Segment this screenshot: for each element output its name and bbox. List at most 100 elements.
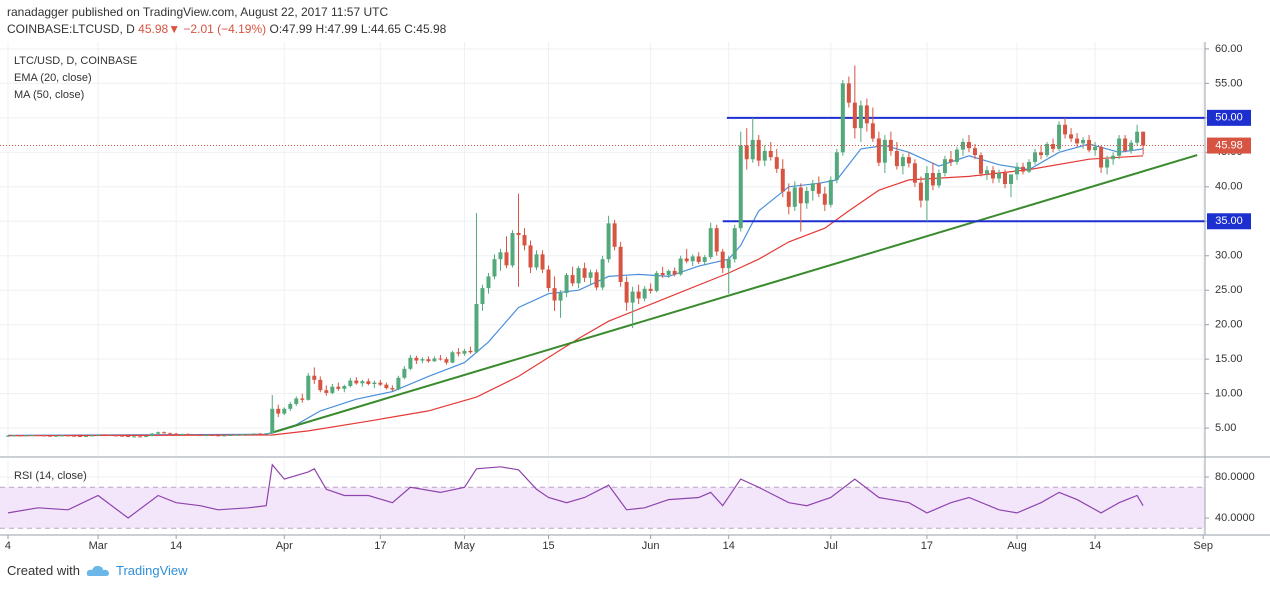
candle-body bbox=[306, 375, 311, 400]
candle-body bbox=[498, 252, 503, 260]
candle-body bbox=[84, 436, 89, 438]
candle-body bbox=[672, 270, 677, 275]
y-tick-label: 60.00 bbox=[1215, 43, 1243, 55]
candle-body bbox=[924, 173, 929, 201]
header: ranadagger published on TradingView.com,… bbox=[7, 4, 446, 38]
x-tick-label: 17 bbox=[374, 540, 386, 552]
candle-body bbox=[522, 235, 527, 246]
author-line: ranadagger published on TradingView.com,… bbox=[7, 5, 389, 19]
candle-body bbox=[180, 433, 185, 435]
x-tick-label: 17 bbox=[921, 540, 933, 552]
candle-body bbox=[888, 139, 893, 151]
brand[interactable]: TradingView bbox=[115, 563, 188, 578]
candle-body bbox=[66, 435, 71, 437]
x-tick-label: Aug bbox=[1007, 540, 1027, 552]
candle-body bbox=[372, 382, 377, 384]
candle-body bbox=[1111, 155, 1116, 160]
candle-body bbox=[48, 435, 53, 437]
candle-body bbox=[516, 232, 521, 236]
candle-body bbox=[270, 408, 275, 434]
logo bbox=[86, 565, 109, 576]
candle-body bbox=[948, 159, 953, 162]
candle-body bbox=[1129, 142, 1134, 151]
symbol-line: COINBASE:LTCUSD, D 45.98▼ −2.01 (−4.19%)… bbox=[7, 21, 446, 38]
candle-body bbox=[792, 187, 797, 207]
candle-body bbox=[1099, 146, 1104, 168]
candle-body bbox=[744, 145, 749, 160]
x-tick-label: Jul bbox=[824, 540, 838, 552]
level-label-box bbox=[1207, 109, 1251, 126]
candle-body bbox=[1063, 124, 1068, 135]
candle-body bbox=[606, 223, 611, 260]
candle-body bbox=[36, 435, 41, 437]
candle-body bbox=[234, 434, 239, 436]
candle-body bbox=[612, 223, 617, 247]
candle-body bbox=[594, 272, 599, 288]
x-tick-label: 14 bbox=[1089, 540, 1101, 552]
candle-body bbox=[798, 187, 803, 204]
candle-body bbox=[318, 379, 323, 391]
candle-body bbox=[216, 435, 221, 437]
candle-body bbox=[420, 359, 425, 361]
candle-body bbox=[126, 436, 131, 438]
candle-body bbox=[30, 435, 35, 437]
candle-body bbox=[258, 433, 263, 435]
candle-body bbox=[336, 386, 341, 389]
candle-body bbox=[1033, 152, 1038, 162]
candle-body bbox=[540, 254, 545, 270]
candle-body bbox=[150, 433, 155, 437]
candle-body bbox=[54, 435, 59, 437]
candle-body bbox=[240, 434, 245, 436]
x-tick-label: 15 bbox=[542, 540, 554, 552]
candle-body bbox=[876, 138, 881, 163]
candle-body bbox=[414, 357, 419, 361]
candle-body bbox=[966, 141, 971, 149]
candle-body bbox=[204, 435, 209, 437]
candle-body bbox=[1009, 174, 1014, 185]
change: −2.01 (−4.19%) bbox=[183, 22, 267, 36]
candle-body bbox=[156, 432, 161, 434]
candle-body bbox=[294, 398, 299, 404]
candle-body bbox=[18, 435, 23, 437]
candle-body bbox=[300, 398, 305, 400]
candle-body bbox=[972, 148, 977, 156]
candle-body bbox=[276, 408, 281, 414]
candle-body bbox=[210, 435, 215, 437]
candle-body bbox=[786, 191, 791, 207]
candle-body bbox=[912, 163, 917, 183]
y-tick-label: 15.00 bbox=[1215, 353, 1243, 365]
candle-body bbox=[978, 155, 983, 174]
candle-body bbox=[1039, 152, 1044, 156]
candle-body bbox=[696, 256, 701, 262]
y-tick-label: 10.00 bbox=[1215, 388, 1243, 400]
candle-body bbox=[144, 436, 149, 438]
candle-body bbox=[402, 368, 407, 378]
candle-body bbox=[684, 258, 689, 262]
candle-body bbox=[768, 150, 773, 158]
candle-body bbox=[588, 272, 593, 278]
candle-body bbox=[1135, 131, 1140, 143]
candle-body bbox=[450, 352, 455, 363]
candle-body bbox=[918, 182, 923, 201]
candle-body bbox=[864, 105, 869, 124]
candle-body bbox=[390, 388, 395, 390]
candle-body bbox=[582, 268, 587, 278]
candle-body bbox=[858, 105, 863, 129]
candle-body bbox=[534, 254, 539, 268]
candle-body bbox=[840, 83, 845, 153]
legend-title: LTC/USD, D, COINBASE bbox=[14, 55, 137, 67]
candle-body bbox=[474, 304, 479, 353]
candle-body bbox=[504, 252, 509, 266]
candle-body bbox=[648, 288, 653, 291]
candle-body bbox=[690, 256, 695, 262]
candle-body bbox=[342, 386, 347, 389]
candle-body bbox=[384, 384, 389, 389]
legend-title: RSI (14, close) bbox=[14, 470, 87, 482]
candle-body bbox=[324, 390, 329, 393]
candle-body bbox=[852, 102, 857, 129]
candle-body bbox=[162, 432, 167, 434]
candle-body bbox=[654, 272, 659, 291]
trendline bbox=[270, 154, 1198, 435]
candle-body bbox=[456, 352, 461, 354]
